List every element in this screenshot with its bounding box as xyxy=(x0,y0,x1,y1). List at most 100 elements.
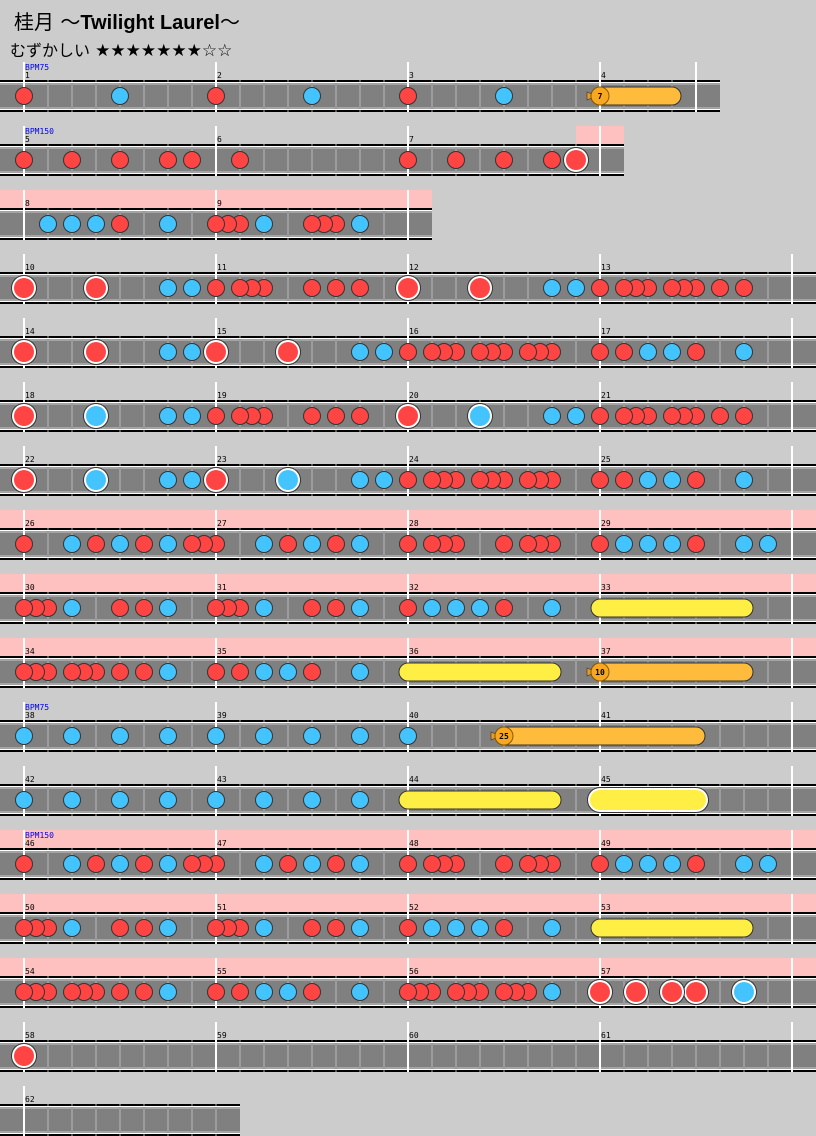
note-face xyxy=(688,856,704,872)
note-face xyxy=(616,536,632,552)
beat-tick xyxy=(119,622,121,624)
beat-tick xyxy=(719,976,721,978)
note-face xyxy=(664,280,680,296)
beat-tick xyxy=(239,1070,241,1072)
gogo-zone xyxy=(408,510,600,528)
ka-note xyxy=(159,727,177,745)
measure-number: 52 xyxy=(409,903,419,912)
big-don-note xyxy=(623,979,649,1005)
beat-tick xyxy=(743,430,745,432)
beat-tick xyxy=(263,720,265,722)
beat-tick xyxy=(455,400,457,402)
gogo-zone xyxy=(0,958,216,976)
beat-line xyxy=(527,595,529,621)
beat-line xyxy=(431,275,433,301)
beat-tick xyxy=(671,1040,673,1042)
beat-tick xyxy=(671,976,673,978)
note-face xyxy=(352,728,368,744)
beat-line xyxy=(383,83,385,109)
big-ka-note xyxy=(83,467,109,493)
note-face xyxy=(64,728,80,744)
note-face xyxy=(112,792,128,808)
song-title-en: Twilight Laurel xyxy=(80,12,220,34)
beat-tick xyxy=(239,750,241,752)
beat-tick xyxy=(527,912,529,914)
difficulty-label: むずかしい xyxy=(10,41,91,60)
ka-note xyxy=(543,279,561,297)
note-face xyxy=(88,216,104,232)
note-face xyxy=(112,152,128,168)
beat-tick xyxy=(71,1006,73,1008)
note-face xyxy=(520,536,536,552)
beat-line xyxy=(527,147,529,173)
beat-line xyxy=(143,83,145,109)
beat-tick xyxy=(143,750,145,752)
note-face xyxy=(352,856,368,872)
beat-tick xyxy=(263,592,265,594)
beat-tick xyxy=(263,1006,265,1008)
don-note xyxy=(399,343,417,361)
beat-line xyxy=(143,403,145,429)
don-note xyxy=(15,983,33,1001)
beat-tick xyxy=(575,878,577,880)
measure-number: 61 xyxy=(601,1031,611,1040)
note-face xyxy=(592,536,608,552)
don-note xyxy=(495,855,513,873)
beat-tick xyxy=(191,976,193,978)
beat-tick xyxy=(743,558,745,560)
beat-tick xyxy=(167,686,169,688)
beat-tick xyxy=(167,878,169,880)
note-face xyxy=(256,984,272,1000)
ka-note xyxy=(63,535,81,553)
beat-line xyxy=(71,467,73,493)
ka-note xyxy=(351,663,369,681)
beat-tick xyxy=(359,720,361,722)
beat-tick xyxy=(623,848,625,850)
beat-tick xyxy=(551,814,553,816)
beat-tick xyxy=(215,1134,217,1136)
beat-tick xyxy=(191,848,193,850)
chart-row: 42 43 44 45 xyxy=(0,766,816,816)
beat-line xyxy=(575,915,577,941)
beat-tick xyxy=(503,430,505,432)
beat-tick xyxy=(143,686,145,688)
balloon-count: 10 xyxy=(595,668,605,677)
don-note xyxy=(351,407,369,425)
beat-tick xyxy=(119,238,121,240)
beat-tick xyxy=(167,302,169,304)
note-face xyxy=(112,984,128,1000)
beat-tick xyxy=(695,366,697,368)
beat-line xyxy=(47,83,49,109)
beat-tick xyxy=(335,814,337,816)
measure-line xyxy=(23,1086,25,1136)
beat-tick xyxy=(647,784,649,786)
beat-tick xyxy=(455,336,457,338)
ka-note xyxy=(159,983,177,1001)
beat-tick xyxy=(767,528,769,530)
beat-tick xyxy=(647,686,649,688)
beat-tick xyxy=(647,558,649,560)
beat-tick xyxy=(287,336,289,338)
beat-tick xyxy=(719,528,721,530)
beat-tick xyxy=(575,942,577,944)
note-face xyxy=(640,344,656,360)
ka-note xyxy=(735,535,753,553)
note-face xyxy=(88,856,104,872)
beat-tick xyxy=(167,400,169,402)
beat-tick xyxy=(335,784,337,786)
don-note xyxy=(591,535,609,553)
beat-tick xyxy=(455,784,457,786)
beat-tick xyxy=(119,912,121,914)
beat-tick xyxy=(503,848,505,850)
beat-line xyxy=(431,1043,433,1069)
measure-number: 48 xyxy=(409,839,419,848)
beat-tick xyxy=(551,336,553,338)
beat-tick xyxy=(767,720,769,722)
beat-tick xyxy=(191,912,193,914)
beat-line xyxy=(719,851,721,877)
beat-tick xyxy=(359,622,361,624)
beat-tick xyxy=(119,1134,121,1136)
beat-line xyxy=(575,1043,577,1069)
note-face xyxy=(112,536,128,552)
don-note xyxy=(231,279,249,297)
